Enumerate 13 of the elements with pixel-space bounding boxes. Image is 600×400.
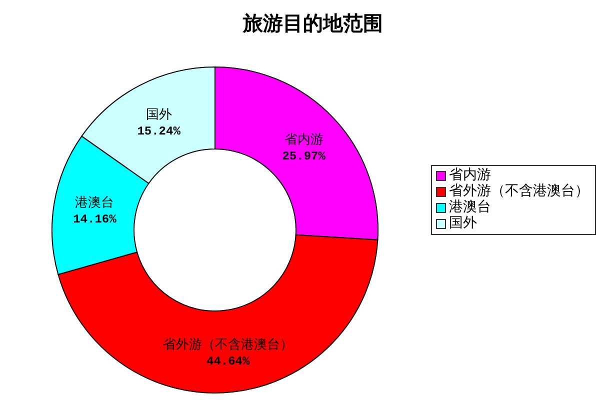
slice-label: 国外	[146, 106, 172, 122]
data-label: 15.24%	[137, 124, 182, 139]
data-label: 25.97%	[282, 149, 326, 164]
slice-label: 省外游（不含港澳台）	[163, 336, 294, 352]
chart-title: 旅游目的地范围	[242, 12, 384, 37]
legend-label: 省内游	[449, 168, 491, 184]
legend-label: 港澳台	[449, 200, 491, 216]
data-label: 44.64%	[206, 354, 251, 368]
slice-label: 港澳台	[75, 194, 114, 210]
data-label: 14.16%	[73, 212, 118, 227]
slice-label: 省内游	[284, 131, 324, 146]
legend-label: 省外游（不含港澳台）	[449, 184, 589, 200]
legend-label: 国外	[449, 216, 477, 232]
